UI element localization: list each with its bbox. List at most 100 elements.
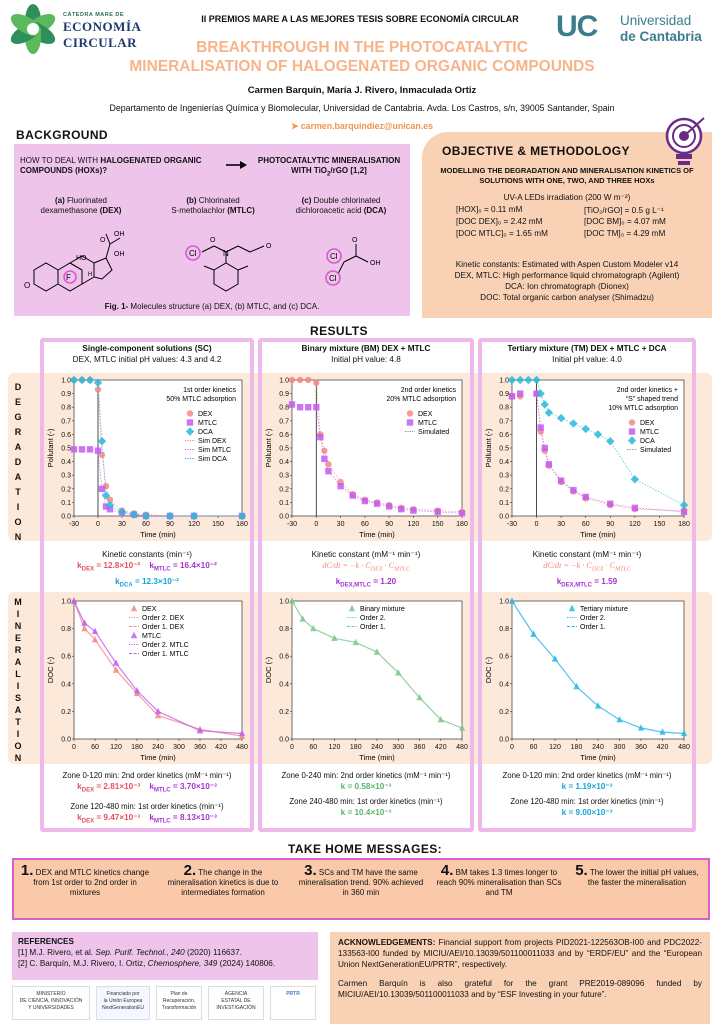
x-tick-label: 180 [131, 744, 143, 751]
legend-label: Order 1. [360, 624, 386, 631]
data-point-mtlc [296, 404, 304, 411]
x-tick-label: 0 [314, 521, 318, 528]
data-point-tertiary-mixture [659, 728, 666, 735]
data-point-mtlc [70, 446, 78, 453]
email-text[interactable]: carmen.barquindiez@unican.es [300, 121, 434, 131]
take-home-item-1: 1. DEX and MTLC kinetics change from 1st… [20, 862, 150, 897]
data-point-mtlc [304, 404, 312, 411]
y-tick-label: 0.7 [499, 418, 509, 425]
data-point-mtlc [361, 497, 369, 505]
chart-annotation: 10% MTLC adsorption [608, 405, 678, 412]
data-point-dex [325, 461, 332, 468]
x-tick-label: -30 [69, 521, 79, 528]
row-label-letter: I [16, 609, 20, 619]
x-axis-label: Time (min) [580, 530, 616, 539]
data-point-binary-mixture [352, 638, 359, 646]
data-point-mtlc [112, 659, 120, 666]
data-point-binary-mixture [288, 597, 296, 604]
x-tick-label: 0 [72, 744, 76, 751]
data-point-tertiary-mixture [551, 655, 559, 662]
lightbulb-target-icon [665, 117, 705, 165]
bm-mineralisation-kinetics: Zone 0-240 min: 2nd order kinetics (mM⁻¹… [281, 771, 451, 817]
data-point-tertiary-mixture [573, 682, 580, 690]
reference-item: [1] M.J. Rivero, et al. Sep. Purif. Tech… [18, 948, 242, 957]
legend-label: Sim DEX [198, 438, 227, 445]
y-tick-label: 1.0 [61, 599, 71, 606]
answer-line2: WITH TiO2/rGO [1,2] [291, 166, 367, 178]
x-tick-label: 300 [173, 744, 185, 751]
legend-label: Sim MTLC [198, 447, 231, 454]
sc-degradation-kinetics: Kinetic constants (min⁻¹) kDEX = 12.8×10… [77, 550, 217, 589]
y-tick-label: 0.8 [279, 626, 289, 633]
row-label-letter: G [14, 412, 22, 422]
data-point-binary-mixture [331, 634, 338, 641]
data-point-dex [154, 711, 162, 719]
y-tick-label: 0.0 [499, 737, 509, 744]
method-item: Kinetic constants: Estimated with Aspen … [455, 260, 679, 269]
data-point-mtlc [133, 687, 141, 694]
condition-left-1: [DOC DEX]₀ = 2.42 mM [456, 217, 543, 226]
row-label-letter: S [14, 693, 21, 703]
row-label-letter: N [14, 753, 22, 763]
y-tick-label: 1.0 [499, 378, 509, 385]
legend-marker [130, 604, 138, 612]
take-home-panel: 1. DEX and MTLC kinetics change from 1st… [12, 858, 710, 920]
legend-label: DEX [418, 411, 433, 418]
legend-marker [130, 631, 138, 639]
logo-line1: ECONOMÍA [63, 19, 142, 34]
acknowledgements-panel: ACKNOWLEDGEMENTS: Financial support from… [330, 932, 710, 1024]
legend-label: MTLC [142, 633, 161, 640]
data-point-tertiary-mixture [594, 702, 602, 709]
x-axis-label: Time (min) [580, 753, 616, 762]
y-tick-label: 0.3 [499, 473, 509, 480]
data-point-mtlc [94, 447, 102, 454]
ack-paragraph-1: ACKNOWLEDGEMENTS: Financial support from… [338, 938, 702, 969]
background-panel: HOW TO DEAL WITH HALOGENATED ORGANIC COM… [14, 144, 410, 316]
contact-email[interactable]: ➤ carmen.barquindiez@unican.es [200, 121, 524, 132]
legend-marker [185, 427, 195, 436]
data-point-dca [93, 378, 103, 387]
legend-label: Binary mixture [360, 606, 405, 613]
y-axis-label: DOC (-) [46, 656, 55, 683]
y-tick-label: 0.1 [279, 500, 289, 507]
y-axis-label: Pollutant (-) [46, 428, 55, 467]
y-tick-label: 0.0 [61, 514, 71, 521]
x-tick-label: 360 [414, 744, 426, 751]
data-point-dex [94, 386, 102, 393]
row-label-letter: A [14, 472, 22, 482]
y-tick-label: 0.3 [61, 473, 71, 480]
data-point-dca [105, 500, 115, 510]
y-tick-label: 0.6 [279, 432, 289, 439]
dex-atom-f: F [66, 273, 71, 282]
y-tick-label: 0.3 [279, 473, 289, 480]
x-tick-label: 60 [361, 521, 369, 528]
fit-curve-mtlc [536, 393, 685, 513]
mtlc-structure [185, 245, 265, 292]
y-tick-label: 0.6 [499, 654, 509, 661]
reference-item: [2] C. Barquín, M.J. Rivero, I. Ortiz, C… [18, 959, 276, 968]
plot-area [511, 379, 685, 517]
x-tick-label: 180 [456, 521, 468, 528]
row-label-letter: E [14, 633, 21, 643]
uc-line1: Universidad [620, 13, 692, 28]
data-point-dex [304, 376, 312, 384]
data-point-binary-mixture [395, 669, 402, 676]
data-point-mtlc [317, 433, 324, 441]
plot-area [291, 600, 463, 740]
legend-label: Order 2. MTLC [142, 642, 189, 649]
fit-curve-binary-mixture [291, 600, 463, 729]
row-label-letter: E [14, 397, 21, 407]
data-point-binary-mixture [416, 693, 423, 701]
y-tick-label: 0.4 [279, 681, 289, 688]
chart-mineralisation-sc: 0.0 0.2 0.4 0.6 0.8 1.0 0 60 120 180 240 300 360 420 4… [46, 597, 248, 762]
data-point-tertiary-mixture [680, 729, 688, 737]
x-tick-label: 360 [194, 744, 206, 751]
data-point-binary-mixture [437, 715, 444, 723]
x-tick-label: 30 [557, 521, 565, 528]
column-sc-head: Single-component solutions (SC) DEX, MTLC… [72, 344, 222, 364]
data-point-dca [129, 510, 139, 519]
y-tick-label: 0.2 [279, 709, 289, 716]
data-point-dex [288, 376, 296, 384]
condition-right-1: [DOC BM]₀ = 4.07 mM [584, 217, 666, 226]
x-tick-label: 300 [614, 744, 626, 751]
